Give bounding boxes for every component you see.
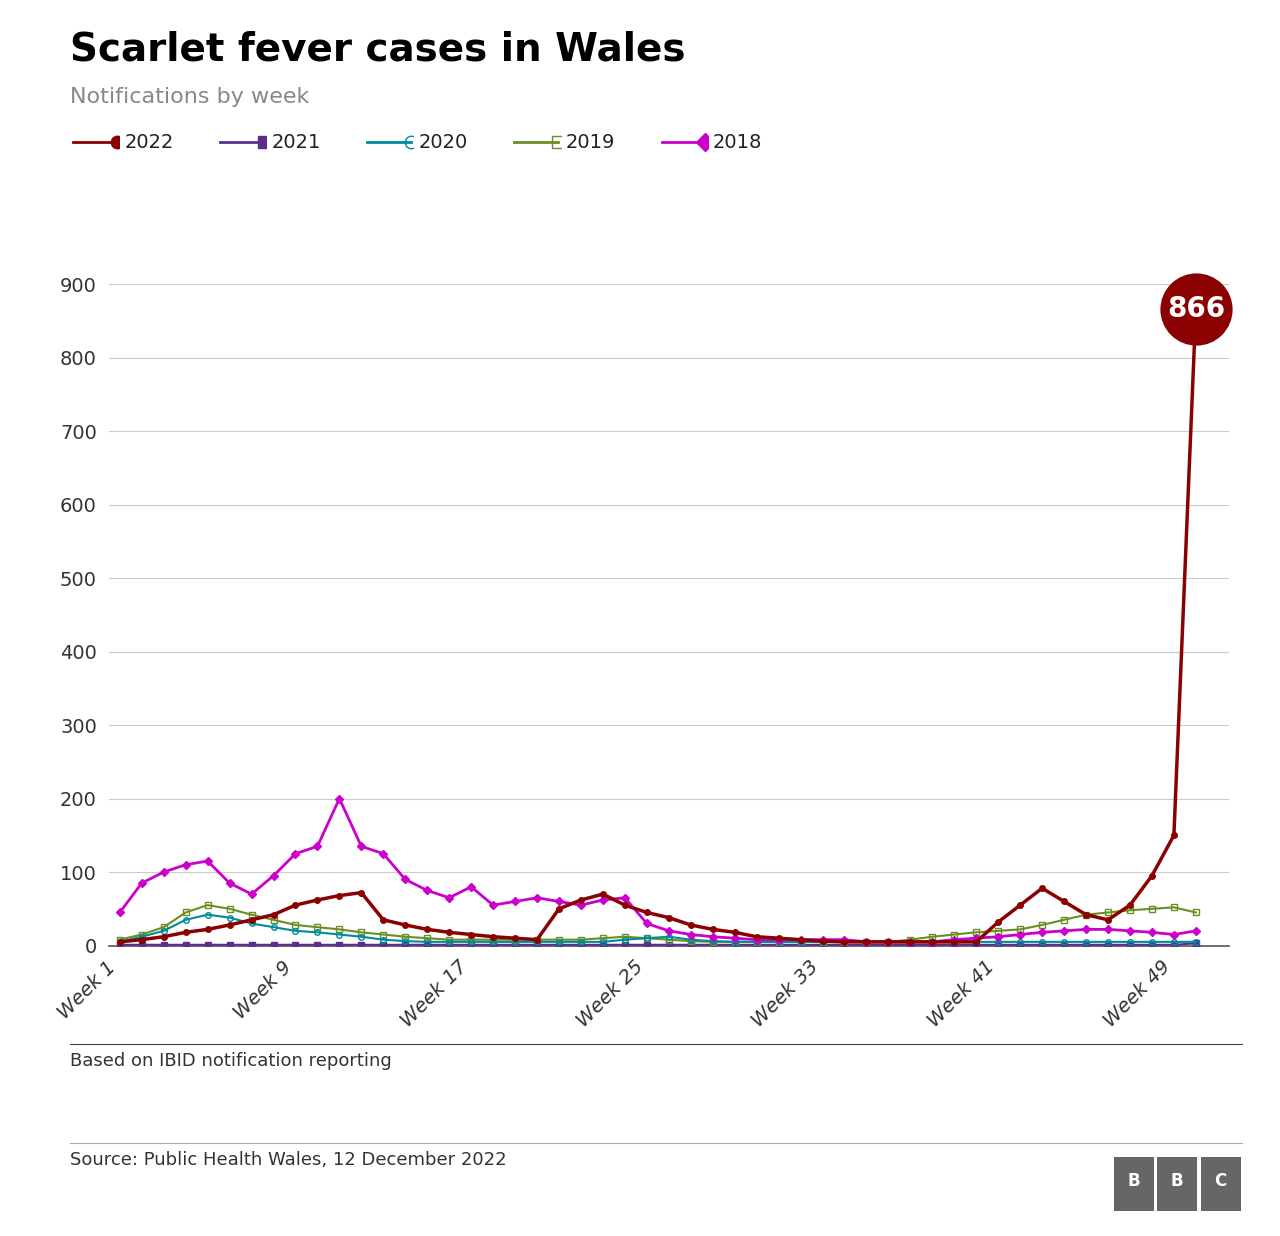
Text: 2021: 2021	[271, 132, 321, 152]
Bar	[1201, 1157, 1240, 1211]
Text: B: B	[1128, 1172, 1140, 1190]
Text: 2022: 2022	[124, 132, 174, 152]
Text: 2019: 2019	[566, 132, 616, 152]
Text: 866: 866	[1167, 295, 1225, 324]
Text: Based on IBID notification reporting: Based on IBID notification reporting	[70, 1052, 392, 1070]
Bar	[1114, 1157, 1153, 1211]
Text: C: C	[1215, 1172, 1226, 1190]
Text: B: B	[1171, 1172, 1184, 1190]
Text: 2020: 2020	[419, 132, 467, 152]
Bar	[1157, 1157, 1197, 1211]
Text: 2018: 2018	[713, 132, 763, 152]
Text: Scarlet fever cases in Wales: Scarlet fever cases in Wales	[70, 31, 686, 69]
Text: Notifications by week: Notifications by week	[70, 87, 310, 106]
Text: Source: Public Health Wales, 12 December 2022: Source: Public Health Wales, 12 December…	[70, 1151, 507, 1169]
